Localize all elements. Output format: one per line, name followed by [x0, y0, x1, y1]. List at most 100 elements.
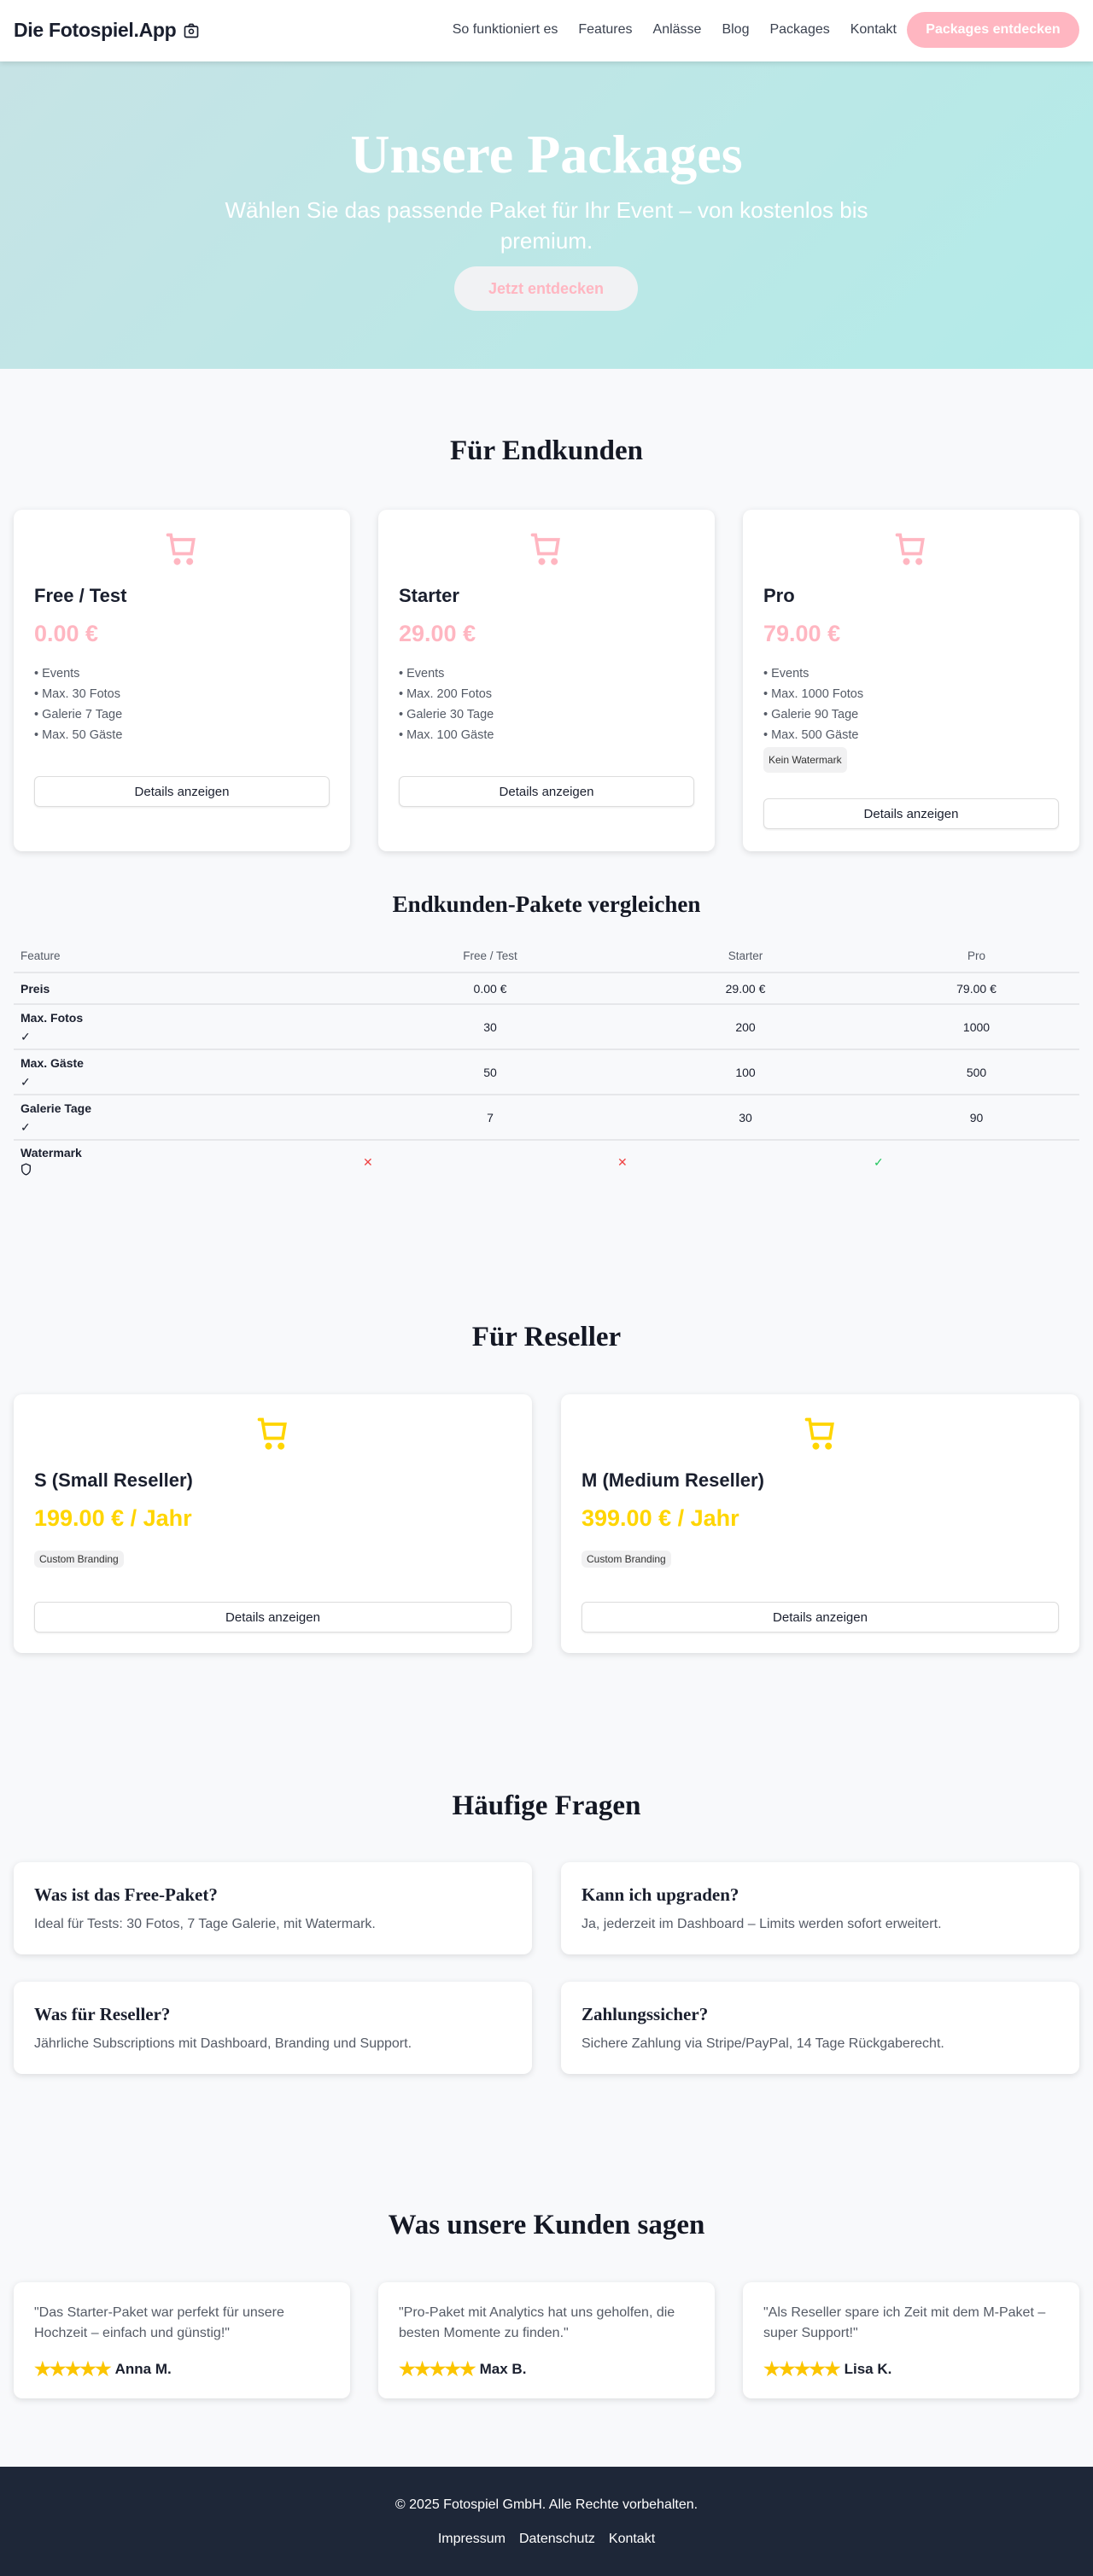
feature-item: • Max. 500 Gäste	[763, 728, 859, 742]
endkunden-title: Für Endkunden	[450, 435, 643, 466]
check-icon: ✓	[20, 1119, 31, 1134]
feature-item: • Events	[763, 667, 810, 681]
cell: 7	[487, 1110, 494, 1124]
cross-icon: ✕	[617, 1154, 628, 1169]
feature-item: • Galerie 90 Tage	[763, 708, 859, 721]
footer: © 2025 Fotospiel GmbH. Alle Rechte vorbe…	[0, 2467, 1093, 2576]
details-button[interactable]: Details anzeigen	[763, 798, 1059, 829]
table-row: Max. Gäste ✓ 50 100 500	[14, 1050, 1079, 1095]
custom-branding-badge: Custom Branding	[582, 1551, 671, 1568]
feature-item: • Max. 50 Gäste	[34, 728, 123, 742]
package-price: 199.00 € / Jahr	[34, 1505, 192, 1531]
row-label: Preis	[20, 981, 50, 996]
row-label: Galerie Tage	[20, 1101, 92, 1115]
header-starter: Starter	[728, 949, 763, 962]
reseller-card: S (Small Reseller) 199.00 € / Jahr Custom …	[14, 1394, 532, 1653]
nav-occasions[interactable]: Anlässe	[652, 22, 702, 37]
testimonial-card: "Als Reseller spare ich Zeit mit dem M-P…	[743, 2282, 1079, 2398]
cell: 30	[739, 1110, 752, 1124]
faq-title: Häufige Fragen	[452, 1790, 641, 1821]
cell: 500	[966, 1065, 987, 1079]
logo[interactable]: Die Fotospiel.App	[14, 19, 200, 42]
feature-list: • Events • Max. 30 Fotos • Galerie 7 Tage •…	[34, 663, 122, 745]
nav-how-it-works[interactable]: So funktioniert es	[452, 22, 558, 37]
package-card: Free / Test 0.00 € • Events • Max. 30 Fotos…	[14, 510, 350, 851]
header-pro: Pro	[967, 949, 985, 962]
explore-button[interactable]: Jetzt entdecken	[454, 266, 638, 311]
cell: 100	[735, 1065, 756, 1079]
table-row: Preis 0.00 € 29.00 € 79.00 €	[14, 973, 1079, 1005]
footer-link-kontakt[interactable]: Kontakt	[608, 2532, 656, 2546]
star-rating-icon: ★★★★★	[34, 2358, 112, 2380]
cell: 30	[483, 1019, 497, 1034]
table-header: Feature Free / Test Starter Pro	[14, 939, 1079, 973]
site-header: Die Fotospiel.App So funktioniert es Fea…	[0, 0, 1093, 61]
faq-question: Kann ich upgraden?	[582, 1884, 739, 1905]
table-row-watermark: Watermark ✕ ✕ ✓	[14, 1141, 1079, 1183]
feature-list: • Events • Max. 200 Fotos • Galerie 30 Tag…	[399, 663, 494, 745]
nav-contact[interactable]: Kontakt	[850, 22, 897, 37]
cell: 200	[735, 1019, 756, 1034]
packages-cta-button[interactable]: Packages entdecken	[907, 12, 1079, 48]
faq-item: Kann ich upgraden? Ja, jederzeit im Dashb…	[561, 1862, 1079, 1954]
shopping-cart-icon	[895, 533, 925, 565]
package-price: 399.00 € / Jahr	[582, 1505, 739, 1531]
package-price: 29.00 €	[399, 621, 476, 646]
details-button[interactable]: Details anzeigen	[582, 1602, 1059, 1633]
package-card: Starter 29.00 € • Events • Max. 200 Fotos • …	[378, 510, 715, 851]
reseller-card: M (Medium Reseller) 399.00 € / Jahr Custom…	[561, 1394, 1079, 1653]
feature-item: • Events	[399, 667, 445, 681]
details-button[interactable]: Details anzeigen	[34, 1602, 511, 1633]
testimonial-card: "Pro-Paket mit Analytics hat uns geholfe…	[378, 2282, 715, 2398]
testimonial-quote: "Als Reseller spare ich Zeit mit dem M-P…	[763, 2305, 1046, 2340]
feature-item: • Max. 100 Gäste	[399, 728, 494, 742]
testimonial-quote: "Das Starter-Paket war perfekt für unser…	[34, 2305, 284, 2340]
details-button[interactable]: Details anzeigen	[34, 776, 330, 807]
table-row: Max. Fotos ✓ 30 200 1000	[14, 1005, 1079, 1050]
hero: Unsere Packages Wählen Sie das passende …	[0, 61, 1093, 369]
testimonial-author: Anna M.	[114, 2361, 172, 2377]
hero-subtitle: Wählen Sie das passende Paket für Ihr Ev…	[225, 197, 868, 254]
faq-item: Zahlungssicher? Sichere Zahlung via Strip…	[561, 1982, 1079, 2074]
star-rating-icon: ★★★★★	[763, 2358, 841, 2380]
faq-item: Was für Reseller? Jährliche Subscriptions…	[14, 1982, 532, 2074]
nav-features[interactable]: Features	[578, 22, 633, 37]
package-name: Starter	[399, 585, 459, 606]
feature-item: • Galerie 7 Tage	[34, 708, 123, 721]
package-card: Pro 79.00 € • Events • Max. 1000 Fotos • Gal…	[743, 510, 1079, 851]
camera-icon	[184, 23, 199, 38]
hero-title: Unsere Packages	[350, 124, 743, 184]
package-name: M (Medium Reseller)	[582, 1469, 764, 1491]
shopping-cart-icon	[530, 533, 560, 565]
cross-icon: ✕	[363, 1154, 373, 1169]
reseller-title: Für Reseller	[471, 1322, 622, 1352]
shopping-cart-icon	[804, 1417, 834, 1450]
cell: 79.00 €	[956, 981, 997, 996]
row-label: Max. Fotos	[20, 1010, 84, 1025]
cell: 1000	[962, 1019, 991, 1034]
testimonial-author: Max B.	[479, 2361, 527, 2377]
faq-question: Zahlungssicher?	[582, 2004, 709, 2024]
details-button[interactable]: Details anzeigen	[399, 776, 694, 807]
package-price: 0.00 €	[34, 621, 99, 646]
watermark-pro: ✓	[874, 1155, 1079, 1170]
cell: 90	[969, 1110, 984, 1124]
no-watermark-badge: Kein Watermark	[763, 747, 847, 773]
compare-title: Endkunden-Pakete vergleichen	[392, 891, 701, 917]
footer-link-datenschutz[interactable]: Datenschutz	[518, 2532, 595, 2546]
faq-question: Was für Reseller?	[34, 2004, 171, 2024]
cell: 29.00 €	[725, 981, 766, 996]
nav-blog[interactable]: Blog	[722, 22, 750, 37]
table-row: Galerie Tage ✓ 7 30 90	[14, 1095, 1079, 1141]
nav-packages[interactable]: Packages	[769, 22, 830, 37]
feature-item: • Max. 30 Fotos	[34, 687, 120, 701]
feature-item: • Max. 200 Fotos	[399, 687, 493, 701]
cell: 50	[483, 1065, 497, 1079]
faq-answer: Ja, jederzeit im Dashboard – Limits werd…	[582, 1917, 942, 1931]
feature-item: • Max. 1000 Fotos	[763, 687, 864, 701]
footer-link-impressum[interactable]: Impressum	[437, 2532, 506, 2546]
header-feature: Feature	[20, 949, 61, 962]
compare-table: Feature Free / Test Starter Pro Preis 0.…	[14, 939, 1079, 1183]
faq-item: Was ist das Free-Paket? Ideal für Tests: …	[14, 1862, 532, 1954]
cell: 0.00 €	[473, 981, 507, 996]
